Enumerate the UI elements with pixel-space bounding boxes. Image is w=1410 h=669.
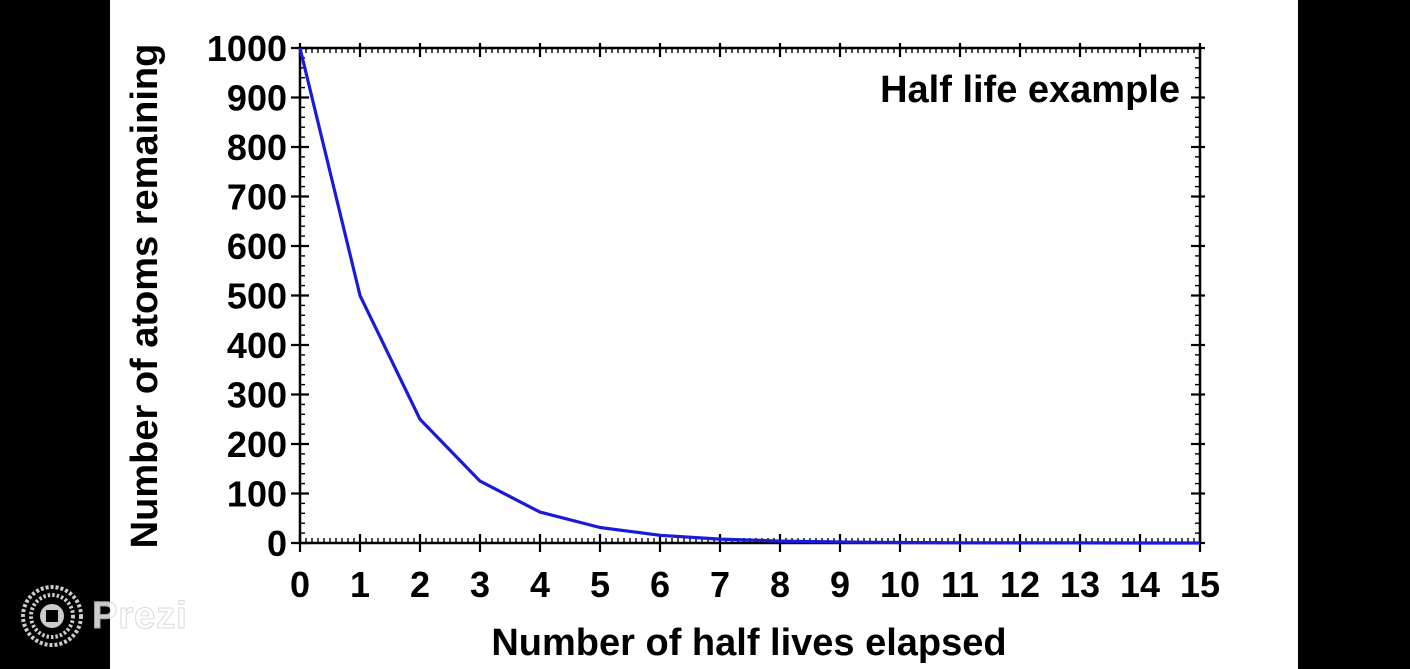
x-tick-label: 7 bbox=[710, 564, 730, 605]
y-tick-label: 500 bbox=[227, 276, 287, 317]
major-ticks bbox=[291, 43, 1205, 552]
y-tick-label: 100 bbox=[227, 474, 287, 515]
x-tick-label: 6 bbox=[650, 564, 670, 605]
prezi-logo-icon bbox=[21, 585, 83, 647]
slide-background bbox=[110, 0, 1298, 669]
y-tick-label: 1000 bbox=[207, 28, 287, 69]
y-tick-label: 800 bbox=[227, 127, 287, 168]
minor-ticks bbox=[300, 48, 1200, 543]
x-tick-labels: 0 1 2 3 4 5 6 7 8 9 10 11 12 13 14 15 bbox=[290, 564, 1220, 605]
x-tick-label: 10 bbox=[880, 564, 920, 605]
x-tick-label: 4 bbox=[530, 564, 550, 605]
x-tick-label: 0 bbox=[290, 564, 310, 605]
x-tick-label: 9 bbox=[830, 564, 850, 605]
x-tick-label: 13 bbox=[1060, 564, 1100, 605]
x-tick-label: 12 bbox=[1000, 564, 1040, 605]
y-tick-label: 0 bbox=[267, 523, 287, 564]
plot-frame bbox=[298, 46, 1202, 545]
x-tick-label: 5 bbox=[590, 564, 610, 605]
x-axis-label: Number of half lives elapsed bbox=[491, 622, 1006, 664]
y-tick-label: 700 bbox=[227, 177, 287, 218]
y-tick-label: 300 bbox=[227, 375, 287, 416]
x-tick-label: 11 bbox=[941, 564, 979, 605]
y-tick-label: 400 bbox=[227, 325, 287, 366]
y-tick-label: 600 bbox=[227, 226, 287, 267]
series-line-atoms-remaining bbox=[298, 47, 1200, 545]
x-tick-label: 14 bbox=[1120, 564, 1160, 605]
y-tick-labels: 0 100 200 300 400 500 600 700 800 900 1000 bbox=[207, 28, 287, 564]
chart-title: Half life example bbox=[880, 69, 1180, 111]
x-tick-label: 3 bbox=[470, 564, 490, 605]
y-tick-label: 200 bbox=[227, 424, 287, 465]
x-tick-label: 1 bbox=[350, 564, 370, 605]
x-tick-label: 2 bbox=[410, 564, 430, 605]
y-axis-label: Number of atoms remaining bbox=[124, 44, 166, 549]
watermark-text: Prezi bbox=[92, 594, 188, 637]
prezi-watermark: Prezi bbox=[20, 584, 188, 648]
x-tick-label: 8 bbox=[770, 564, 790, 605]
y-tick-label: 900 bbox=[227, 78, 287, 119]
x-tick-label: 15 bbox=[1180, 564, 1220, 605]
